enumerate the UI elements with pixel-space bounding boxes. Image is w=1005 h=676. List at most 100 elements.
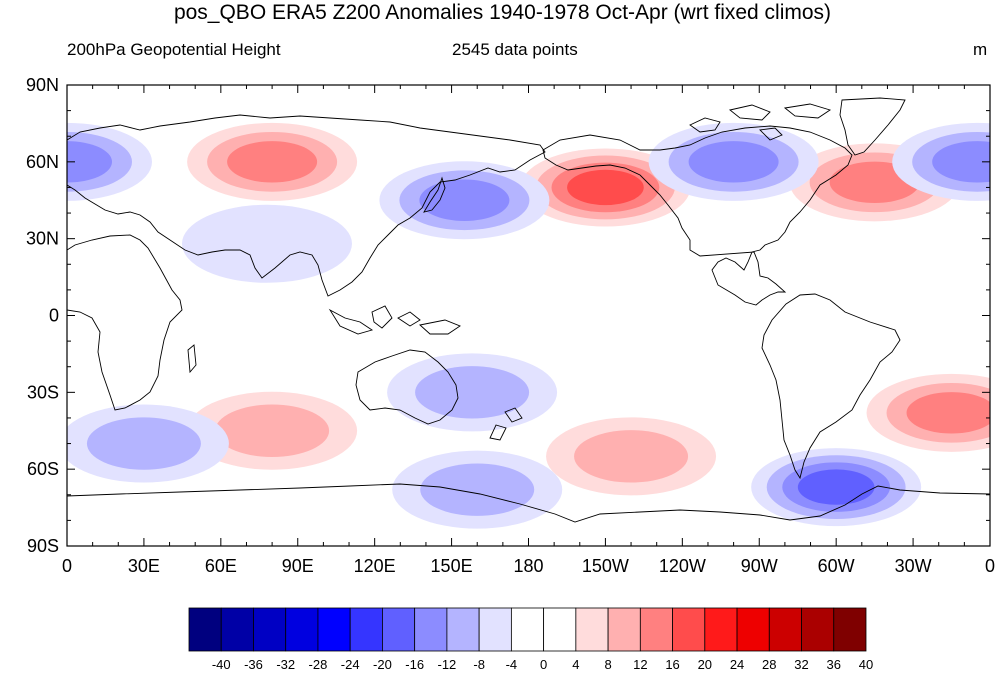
coastline-japan — [423, 176, 446, 213]
colorbar-swatch — [285, 607, 319, 652]
lat-tick-label: 60N — [26, 152, 59, 172]
anomaly-positive — [866, 373, 990, 452]
anomaly-negative — [387, 353, 558, 432]
anomaly-positive — [546, 417, 717, 496]
lat-tick-label: 30S — [27, 382, 59, 402]
coastline-arctic-islands — [689, 103, 832, 141]
coastline-madagascar — [187, 344, 197, 374]
anomaly-negative — [648, 122, 819, 201]
colorbar-swatch — [188, 607, 222, 652]
anomaly-contour — [567, 169, 644, 206]
colorbar-label: 0 — [540, 657, 547, 672]
colorbar-label: 12 — [633, 657, 647, 672]
anomaly-positive — [187, 391, 358, 470]
anomaly-contour — [215, 404, 330, 457]
variable-subtitle: 200hPa Geopotential Height — [67, 40, 281, 59]
data-points-subtitle: 2545 data points — [452, 40, 578, 59]
colorbar-label: 32 — [794, 657, 808, 672]
lon-tick-label: 120W — [659, 556, 706, 576]
anomaly-negative — [751, 448, 922, 527]
colorbar-swatch — [575, 607, 609, 652]
anomaly-contour — [420, 463, 535, 516]
colorbar-label: -8 — [473, 657, 485, 672]
anomaly-contour — [181, 204, 352, 283]
anomaly-negative — [181, 204, 352, 283]
colorbar-label: -16 — [405, 657, 424, 672]
colorbar: -40 -36 -32 -28 -24 -20 -16 -12 -8 -4 0 4 8 12 16 20 24 2… — [188, 607, 873, 672]
colorbar-label: -28 — [309, 657, 328, 672]
colorbar-label: 20 — [698, 657, 712, 672]
colorbar-label: 36 — [827, 657, 841, 672]
coastline-greenland — [839, 97, 906, 156]
colorbar-label: 40 — [859, 657, 873, 672]
anomaly-contour — [574, 430, 689, 483]
lon-tick-label: 90E — [282, 556, 314, 576]
anomaly-contour — [419, 179, 510, 221]
anomaly-contour — [86, 417, 201, 470]
anomaly-contour — [415, 366, 530, 419]
lon-tick-label: 30W — [895, 556, 932, 576]
colorbar-swatch — [414, 607, 448, 652]
colorbar-swatch — [478, 607, 512, 652]
units-label: m — [973, 40, 988, 59]
colorbar-label: -12 — [438, 657, 457, 672]
colorbar-swatch — [833, 607, 867, 652]
lat-tick-label: 90S — [27, 536, 59, 556]
colorbar-swatch — [639, 607, 673, 652]
colorbar-swatch — [607, 607, 641, 652]
lon-tick-label: 0 — [985, 556, 995, 576]
colorbar-label: -32 — [276, 657, 295, 672]
colorbar-swatch — [446, 607, 480, 652]
colorbar-label: 4 — [572, 657, 579, 672]
lat-tick-label: 30N — [26, 229, 59, 249]
colorbar-swatch — [253, 607, 287, 652]
coastline-south-america — [761, 293, 901, 480]
colorbar-label: -40 — [212, 657, 231, 672]
colorbar-swatch — [672, 607, 706, 652]
colorbar-swatch — [510, 607, 545, 652]
plot-title: pos_QBO ERA5 Z200 Anomalies 1940-1978 Oc… — [173, 1, 832, 24]
colorbar-label: 16 — [665, 657, 679, 672]
lat-tick-label: 60S — [27, 459, 59, 479]
coastlines — [67, 97, 990, 523]
lat-tick-label: 0 — [49, 306, 59, 326]
lon-tick-label: 90W — [741, 556, 778, 576]
coastline-indonesia — [328, 305, 461, 335]
anomaly-contour — [227, 141, 318, 183]
coastline-antarctica — [67, 483, 990, 523]
anomaly-contour — [688, 141, 779, 183]
anomaly-negative — [892, 122, 990, 201]
colorbar-label: 28 — [762, 657, 776, 672]
anomaly-negative — [392, 450, 563, 529]
coastline-eurasia — [67, 114, 546, 297]
lon-tick-label: 0 — [62, 556, 72, 576]
colorbar-label: -4 — [506, 657, 518, 672]
colorbar-label: -36 — [244, 657, 263, 672]
anomaly-contour — [797, 469, 875, 505]
anomaly-positive — [789, 143, 960, 222]
anomaly-contour — [932, 141, 990, 183]
lon-tick-label: 60W — [818, 556, 855, 576]
colorbar-swatch — [736, 607, 770, 652]
anomaly-contour — [67, 141, 112, 183]
colorbar-label: -20 — [373, 657, 392, 672]
coastline-africa — [67, 234, 183, 411]
anomaly-negative — [67, 404, 229, 483]
colorbar-swatch — [543, 607, 577, 652]
lon-tick-label: 180 — [513, 556, 543, 576]
colorbar-swatch — [317, 607, 351, 652]
colorbar-label: -24 — [341, 657, 360, 672]
anomaly-positive — [520, 148, 691, 227]
colorbar-swatch — [704, 607, 738, 652]
lat-tick-label: 90N — [26, 75, 59, 95]
colorbar-label: 24 — [730, 657, 744, 672]
anomaly-negative — [67, 122, 152, 201]
colorbar-swatch — [382, 607, 416, 652]
coastline-australia — [355, 349, 459, 425]
anomaly-negative — [379, 161, 550, 240]
lon-tick-label: 60E — [205, 556, 237, 576]
colorbar-swatch — [349, 607, 383, 652]
lon-tick-label: 150W — [582, 556, 629, 576]
